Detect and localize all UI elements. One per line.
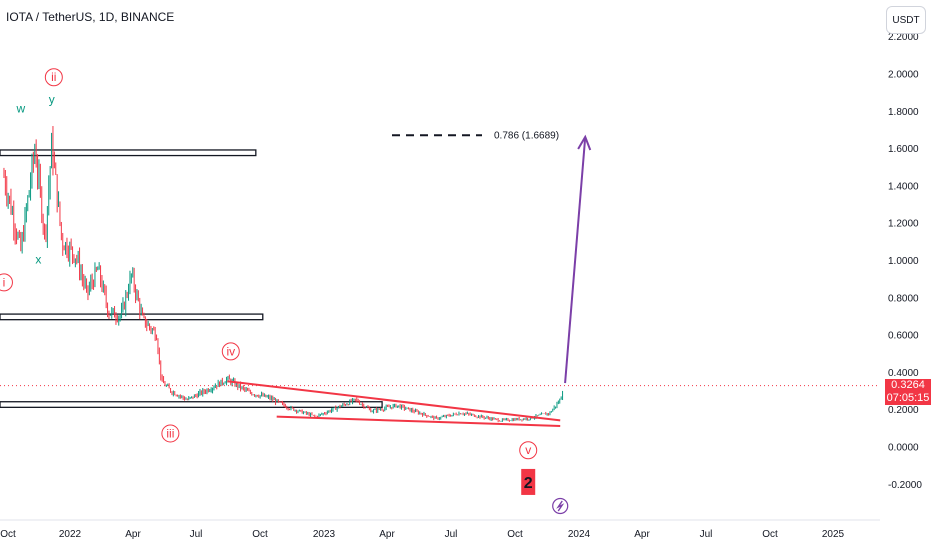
wave-label-text: ii bbox=[51, 70, 56, 84]
wave-label-circle bbox=[161, 424, 180, 443]
lightning-icon-bolt bbox=[556, 500, 565, 512]
triangle-trendlines bbox=[227, 380, 561, 427]
x-tick-label: Oct bbox=[252, 529, 268, 540]
symbol-title: IOTA / TetherUS, 1D, BINANCE bbox=[6, 10, 175, 24]
last-price-tag: 0.3264 bbox=[885, 378, 931, 392]
x-tick-label: Jul bbox=[700, 529, 713, 540]
projection-arrow-head bbox=[577, 134, 592, 151]
wave-label-text: i bbox=[3, 275, 6, 289]
x-tick-label: 2023 bbox=[313, 529, 336, 540]
y-tick-label: 0.8000 bbox=[888, 293, 919, 304]
x-tick-label: Apr bbox=[379, 529, 395, 540]
y-tick-label: 0.4000 bbox=[888, 368, 919, 379]
projection-arrow-shaft bbox=[564, 136, 587, 384]
currency-button[interactable]: USDT bbox=[886, 6, 926, 34]
candles bbox=[3, 126, 564, 423]
y-tick-label: 0.6000 bbox=[888, 331, 919, 342]
y-tick-label: 1.0000 bbox=[888, 256, 919, 267]
fib-level-label: 0.786 (1.6689) bbox=[494, 130, 559, 141]
x-tick-label: Apr bbox=[634, 529, 650, 540]
x-tick-label: 2025 bbox=[822, 529, 845, 540]
x-tick-label: Oct bbox=[762, 529, 778, 540]
wave-label-text: iv bbox=[226, 344, 235, 358]
y-tick-label: 0.2000 bbox=[888, 405, 919, 416]
wave-label-circle bbox=[0, 273, 13, 292]
x-tick-label: 2022 bbox=[59, 529, 82, 540]
zone-box bbox=[0, 149, 257, 157]
wave-label-text: y bbox=[49, 92, 55, 106]
wave-label-circle bbox=[519, 441, 538, 460]
x-tick-label: Oct bbox=[0, 529, 16, 540]
x-tick-label: Jul bbox=[190, 529, 203, 540]
wave-label-circle bbox=[221, 342, 240, 361]
x-tick-label: Jul bbox=[445, 529, 458, 540]
wave-label-text: iii bbox=[166, 426, 174, 440]
zone-box bbox=[0, 401, 383, 408]
wave-label-text: x bbox=[35, 253, 41, 267]
y-tick-label: 1.8000 bbox=[888, 107, 919, 118]
wave-label-circle bbox=[44, 68, 63, 87]
bar-countdown-tag: 07:05:15 bbox=[885, 391, 931, 405]
x-tick-label: Apr bbox=[125, 529, 141, 540]
support-resistance-zones bbox=[0, 149, 383, 408]
y-tick-label: 1.6000 bbox=[888, 144, 919, 155]
y-tick-label: -0.2000 bbox=[888, 480, 922, 491]
y-tick-label: 0.0000 bbox=[888, 443, 919, 454]
x-tick-label: 2024 bbox=[568, 529, 591, 540]
triangle-lower-line bbox=[276, 415, 561, 427]
x-axis: Oct 2022 Apr Jul Oct 2023 Apr Jul Oct 2024 Apr Jul O… bbox=[0, 529, 844, 540]
y-axis: 2.2000 2.0000 1.8000 1.6000 1.4000 1.2000 1.00… bbox=[888, 32, 922, 491]
zone-box bbox=[0, 313, 264, 321]
wave-badge bbox=[521, 468, 536, 495]
y-tick-label: 2.0000 bbox=[888, 70, 919, 81]
y-tick-label: 2.2000 bbox=[888, 32, 919, 43]
wave-badge-text: 2 bbox=[524, 475, 533, 492]
y-tick-label: 1.2000 bbox=[888, 219, 919, 230]
y-tick-label: 1.4000 bbox=[888, 181, 919, 192]
wave-label-text: w bbox=[15, 102, 25, 116]
projection-arrow bbox=[564, 134, 592, 384]
x-tick-label: Oct bbox=[507, 529, 523, 540]
triangle-upper-line bbox=[227, 380, 561, 422]
wave-label-text: v bbox=[525, 443, 531, 457]
lightning-icon[interactable] bbox=[552, 497, 569, 515]
